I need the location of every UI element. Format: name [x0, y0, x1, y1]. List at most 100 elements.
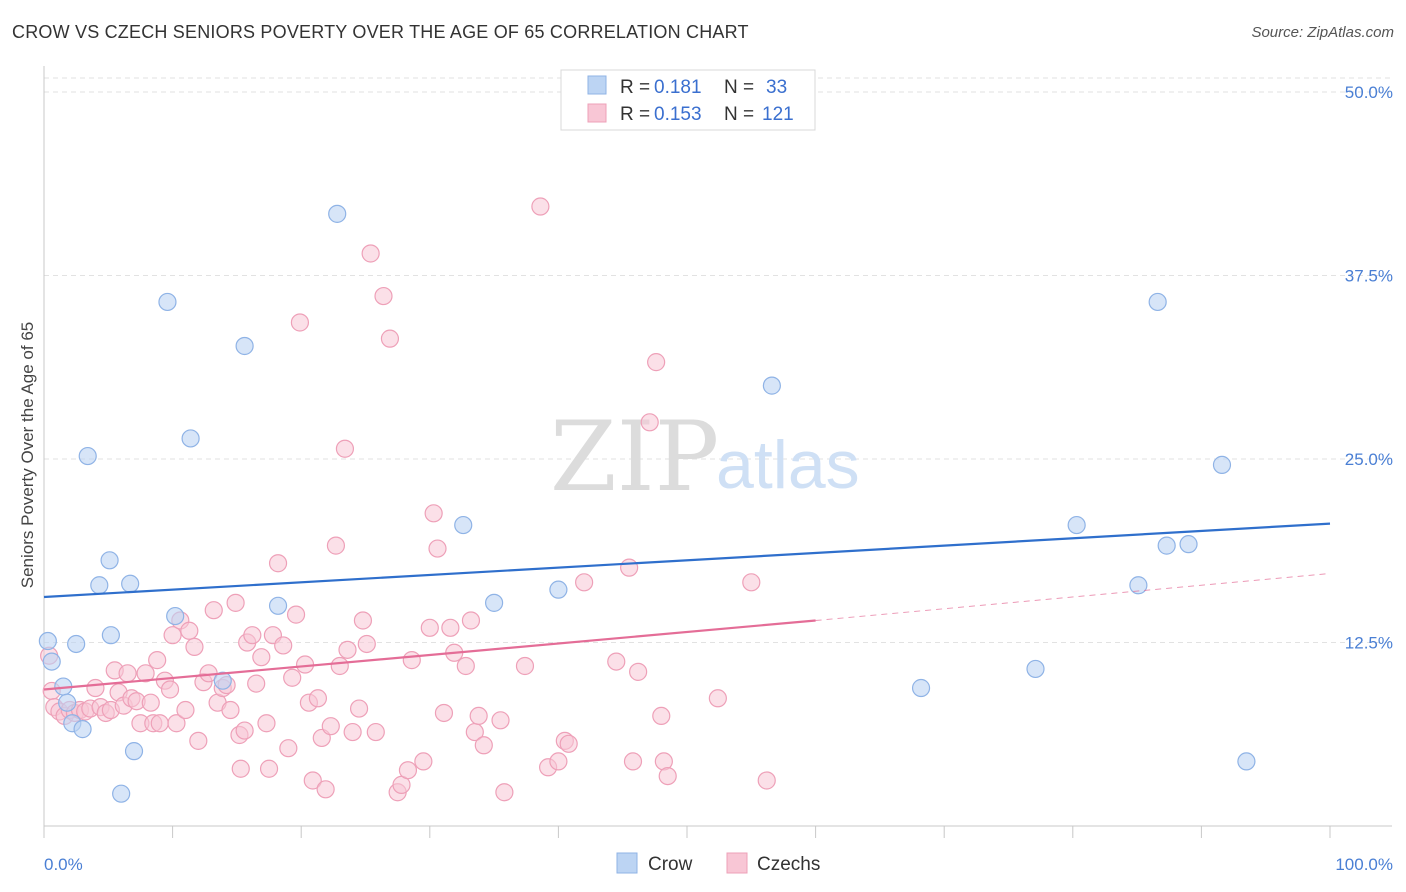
crow-point — [762, 376, 781, 395]
czechs-point — [148, 651, 167, 670]
legend-swatch-crow — [587, 75, 607, 95]
legend-crow-n-label: N = — [724, 77, 754, 98]
series-legend-label-crow: Crow — [648, 854, 693, 875]
czechs-point — [361, 244, 380, 263]
czechs-point — [414, 752, 433, 771]
crow-point — [112, 784, 131, 803]
czechs-point — [167, 714, 186, 733]
czechs-point — [338, 640, 357, 659]
czechs-point — [268, 554, 288, 573]
crow-point — [38, 631, 57, 651]
legend-czechs-r-label: R = — [620, 104, 650, 125]
crow-point — [121, 574, 140, 593]
crow-point — [158, 292, 177, 312]
czechs-point — [629, 662, 648, 681]
crow-point — [1212, 455, 1232, 474]
crow-point — [124, 742, 144, 761]
czechs-point — [221, 700, 240, 720]
legend-crow-r-value: 0.181 — [654, 77, 702, 98]
crow-point — [1026, 659, 1045, 679]
x-tick-label-max: 100.0% — [1335, 855, 1393, 874]
czechs-point — [349, 699, 369, 718]
czechs-point — [428, 539, 447, 558]
czechs-point — [247, 674, 266, 693]
legend-czechs-n-label: N = — [724, 104, 754, 125]
series-legend: Crow Czechs — [616, 852, 820, 875]
czechs-point — [515, 656, 535, 676]
crow-point — [58, 693, 77, 712]
czechs-point — [495, 783, 514, 802]
czechs-point — [141, 693, 160, 712]
crow-point — [1237, 752, 1256, 771]
watermark: ZIP atlas — [550, 401, 860, 513]
crow-point — [42, 652, 61, 671]
series-legend-swatch-czechs — [726, 852, 748, 874]
czechs-point — [652, 706, 671, 726]
czechs-point — [469, 706, 488, 726]
crow-point — [1148, 292, 1167, 312]
legend-crow-n-value: 33 — [766, 77, 787, 98]
czechs-point — [231, 759, 250, 778]
chart-title: CROW VS CZECH SENIORS POVERTY OVER THE A… — [12, 22, 749, 42]
crow-point — [1179, 535, 1198, 554]
czechs-point — [549, 752, 568, 771]
crow-point — [213, 671, 232, 690]
czechs-point — [708, 689, 727, 708]
czechs-point — [607, 652, 626, 671]
czechs-point — [303, 771, 322, 790]
watermark-zip: ZIP — [550, 401, 719, 513]
legend-czechs-n-value: 121 — [762, 104, 794, 125]
czechs-point — [308, 689, 328, 708]
crow-point — [181, 429, 200, 448]
czechs-point — [176, 700, 195, 720]
czechs-point — [647, 353, 666, 372]
czechs-point — [290, 313, 310, 332]
czechs-point — [316, 780, 335, 799]
series-legend-swatch-crow — [616, 852, 638, 874]
czechs-point — [185, 637, 204, 657]
czechs-point — [357, 634, 376, 654]
correlation-legend: R = 0.181 N = 33 R = 0.153 N = 121 — [560, 69, 816, 131]
legend-czechs-r-value: 0.153 — [654, 104, 702, 125]
czechs-point — [531, 197, 550, 216]
czechs-point — [424, 504, 443, 523]
czechs-point — [640, 413, 659, 432]
legend-swatch-czechs — [587, 103, 607, 123]
czechs-point — [189, 731, 208, 750]
czechs-point — [658, 766, 677, 786]
czechs-point — [461, 611, 481, 630]
czechs-point — [335, 439, 355, 458]
crow-point — [1129, 576, 1148, 595]
czechs-point — [257, 714, 276, 733]
czechs-point — [86, 678, 105, 698]
czechs-point — [441, 618, 460, 637]
crow-point — [101, 626, 120, 645]
czechs-point — [380, 329, 400, 348]
crow-point — [235, 336, 254, 356]
czechs-point — [283, 668, 302, 687]
czechs-series-points — [40, 197, 776, 802]
crow-point — [911, 678, 931, 698]
legend-crow-r-label: R = — [620, 77, 650, 98]
czechs-point — [180, 621, 199, 640]
axes — [43, 66, 1392, 827]
crow-point — [485, 593, 504, 612]
czechs-point — [326, 536, 346, 555]
crow-point — [73, 720, 92, 739]
czechs-point — [374, 286, 393, 306]
czechs-point — [243, 626, 262, 645]
czechs-point — [456, 656, 475, 676]
czechs-point — [235, 721, 254, 740]
czechs-point — [353, 611, 373, 630]
czechs-point — [757, 771, 776, 790]
czechs-point — [163, 626, 182, 645]
czechs-point — [226, 593, 245, 612]
crow-point — [166, 606, 185, 626]
series-legend-label-czechs: Czechs — [757, 854, 820, 875]
crow-point — [100, 551, 119, 570]
czechs-point — [366, 722, 385, 742]
czechs-point — [343, 722, 362, 742]
crow-point — [454, 515, 473, 535]
czechs-trend-line — [43, 619, 816, 691]
czechs-point — [559, 734, 578, 753]
